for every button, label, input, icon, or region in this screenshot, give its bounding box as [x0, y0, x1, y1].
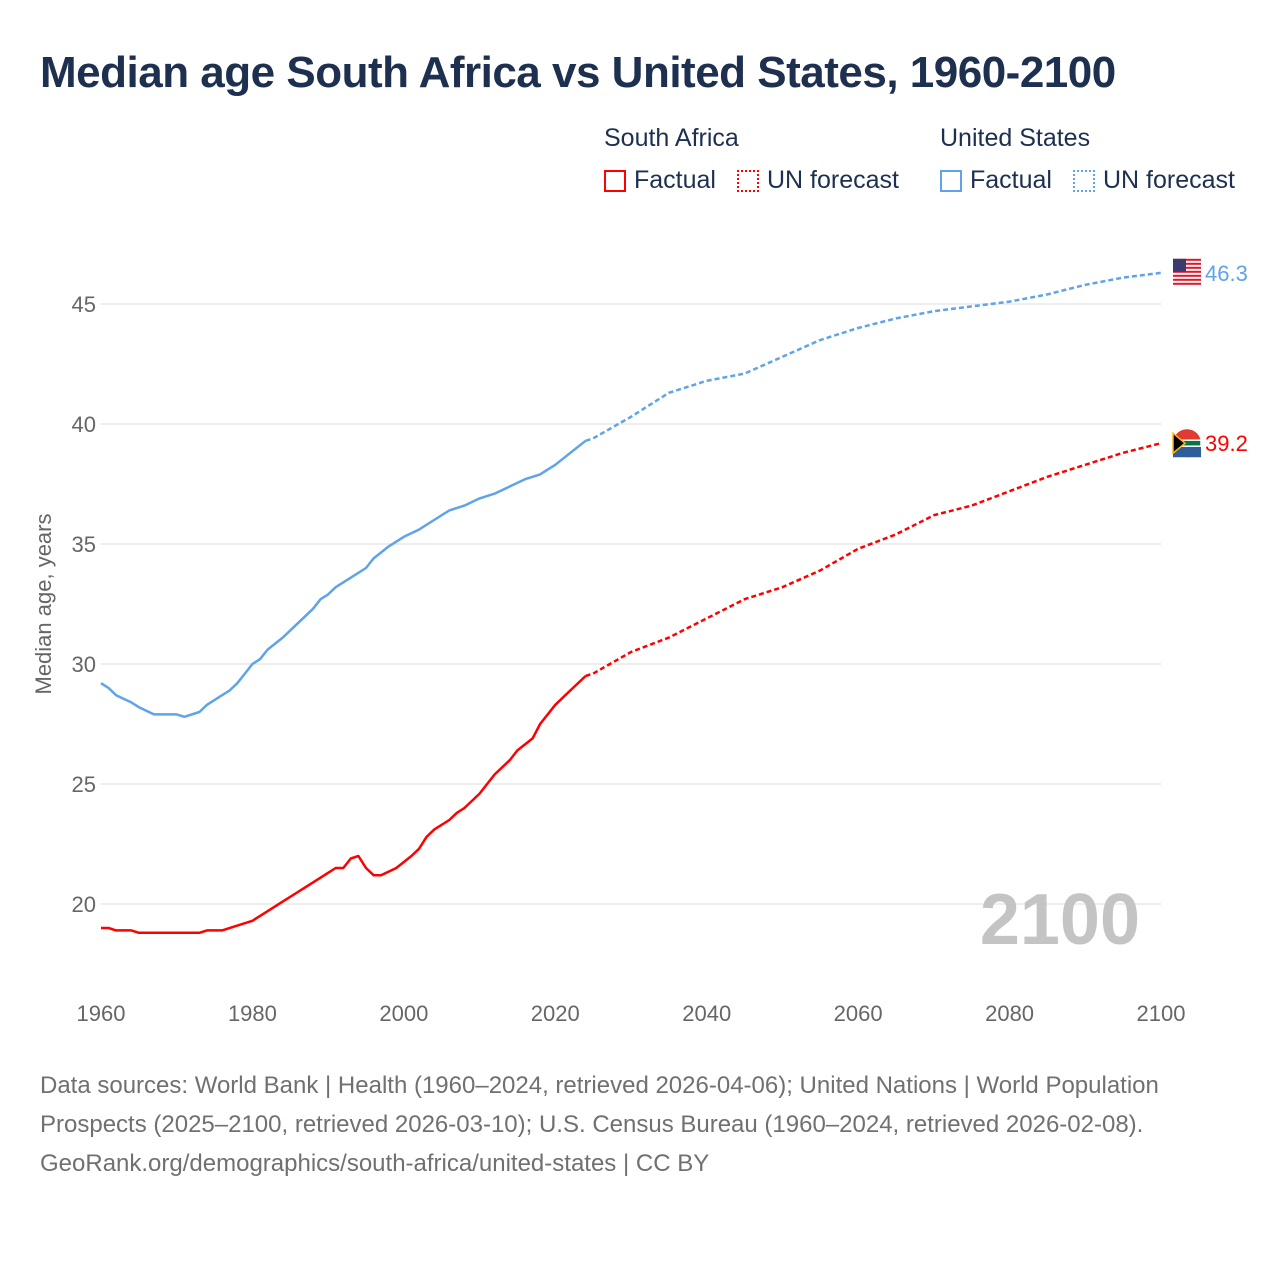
footer: Data sources: World Bank | Health (1960–… [40, 1066, 1240, 1183]
united-states-end-label: 46.3 [1205, 261, 1248, 286]
legend-label: Factual [970, 166, 1052, 194]
legend-group-united-states: United States [940, 124, 1091, 152]
legend-us-factual[interactable]: Factual [940, 166, 1052, 195]
legend-swatch-solid [940, 169, 962, 192]
credit-link[interactable]: GeoRank.org/demographics/south-africa/un… [40, 1150, 710, 1177]
legend-sa-forecast[interactable]: UN forecast [737, 166, 899, 195]
south-africa-forecast-line [585, 441, 1162, 678]
legend-label: UN forecast [1103, 166, 1235, 194]
flag-canton [1173, 258, 1186, 272]
flag-stripe [1173, 274, 1201, 277]
legend-swatch-dotted [737, 169, 759, 192]
y-tick-label: 20 [72, 892, 96, 917]
line-chart: 20 25 30 35 40 45 1960 1980 2000 2020 2040 2060 2080… [31, 258, 1248, 1026]
legend-label: UN forecast [767, 166, 899, 194]
legend-sa-factual[interactable]: Factual [604, 166, 716, 195]
south-africa-factual-line [101, 675, 587, 935]
y-tick-label: 25 [72, 772, 96, 797]
united-states-flag-icon [1173, 258, 1201, 287]
x-tick-label: 1980 [228, 1001, 277, 1026]
legend-group-south-africa: South Africa [604, 124, 739, 152]
year-watermark: 2100 [980, 880, 1140, 960]
y-tick-label: 45 [72, 292, 96, 317]
flag-stripe [1173, 278, 1201, 281]
flag-stripe [1173, 282, 1201, 285]
south-africa-flag-icon [1172, 429, 1202, 458]
flag-stripe [1173, 270, 1201, 273]
flag-stripe [1173, 258, 1201, 261]
chart-title: Median age South Africa vs United States… [40, 48, 1116, 97]
y-tick-label: 30 [72, 652, 96, 677]
data-sources: Data sources: World Bank | Health (1960–… [40, 1072, 1159, 1138]
x-tick-label: 2060 [834, 1001, 883, 1026]
x-tick-label: 2080 [985, 1001, 1034, 1026]
x-tick-label: 1960 [77, 1001, 126, 1026]
y-axis-label: Median age, years [31, 514, 56, 695]
y-tick-label: 35 [72, 532, 96, 557]
united-states-forecast-line [585, 271, 1162, 442]
x-tick-label: 2020 [531, 1001, 580, 1026]
legend-swatch-dotted [1073, 169, 1095, 192]
x-tick-label: 2000 [379, 1001, 428, 1026]
y-tick-label: 40 [72, 412, 96, 437]
united-states-factual-line [100, 439, 587, 719]
legend-swatch-solid [604, 169, 626, 192]
flag-stripe [1173, 266, 1201, 269]
legend-us-forecast[interactable]: UN forecast [1073, 166, 1235, 195]
x-tick-label: 2100 [1137, 1001, 1186, 1026]
x-tick-label: 2040 [682, 1001, 731, 1026]
flag-stripe [1173, 262, 1201, 265]
south-africa-end-label: 39.2 [1205, 431, 1248, 456]
legend-label: Factual [634, 166, 716, 194]
flag-triangle [1172, 431, 1187, 455]
